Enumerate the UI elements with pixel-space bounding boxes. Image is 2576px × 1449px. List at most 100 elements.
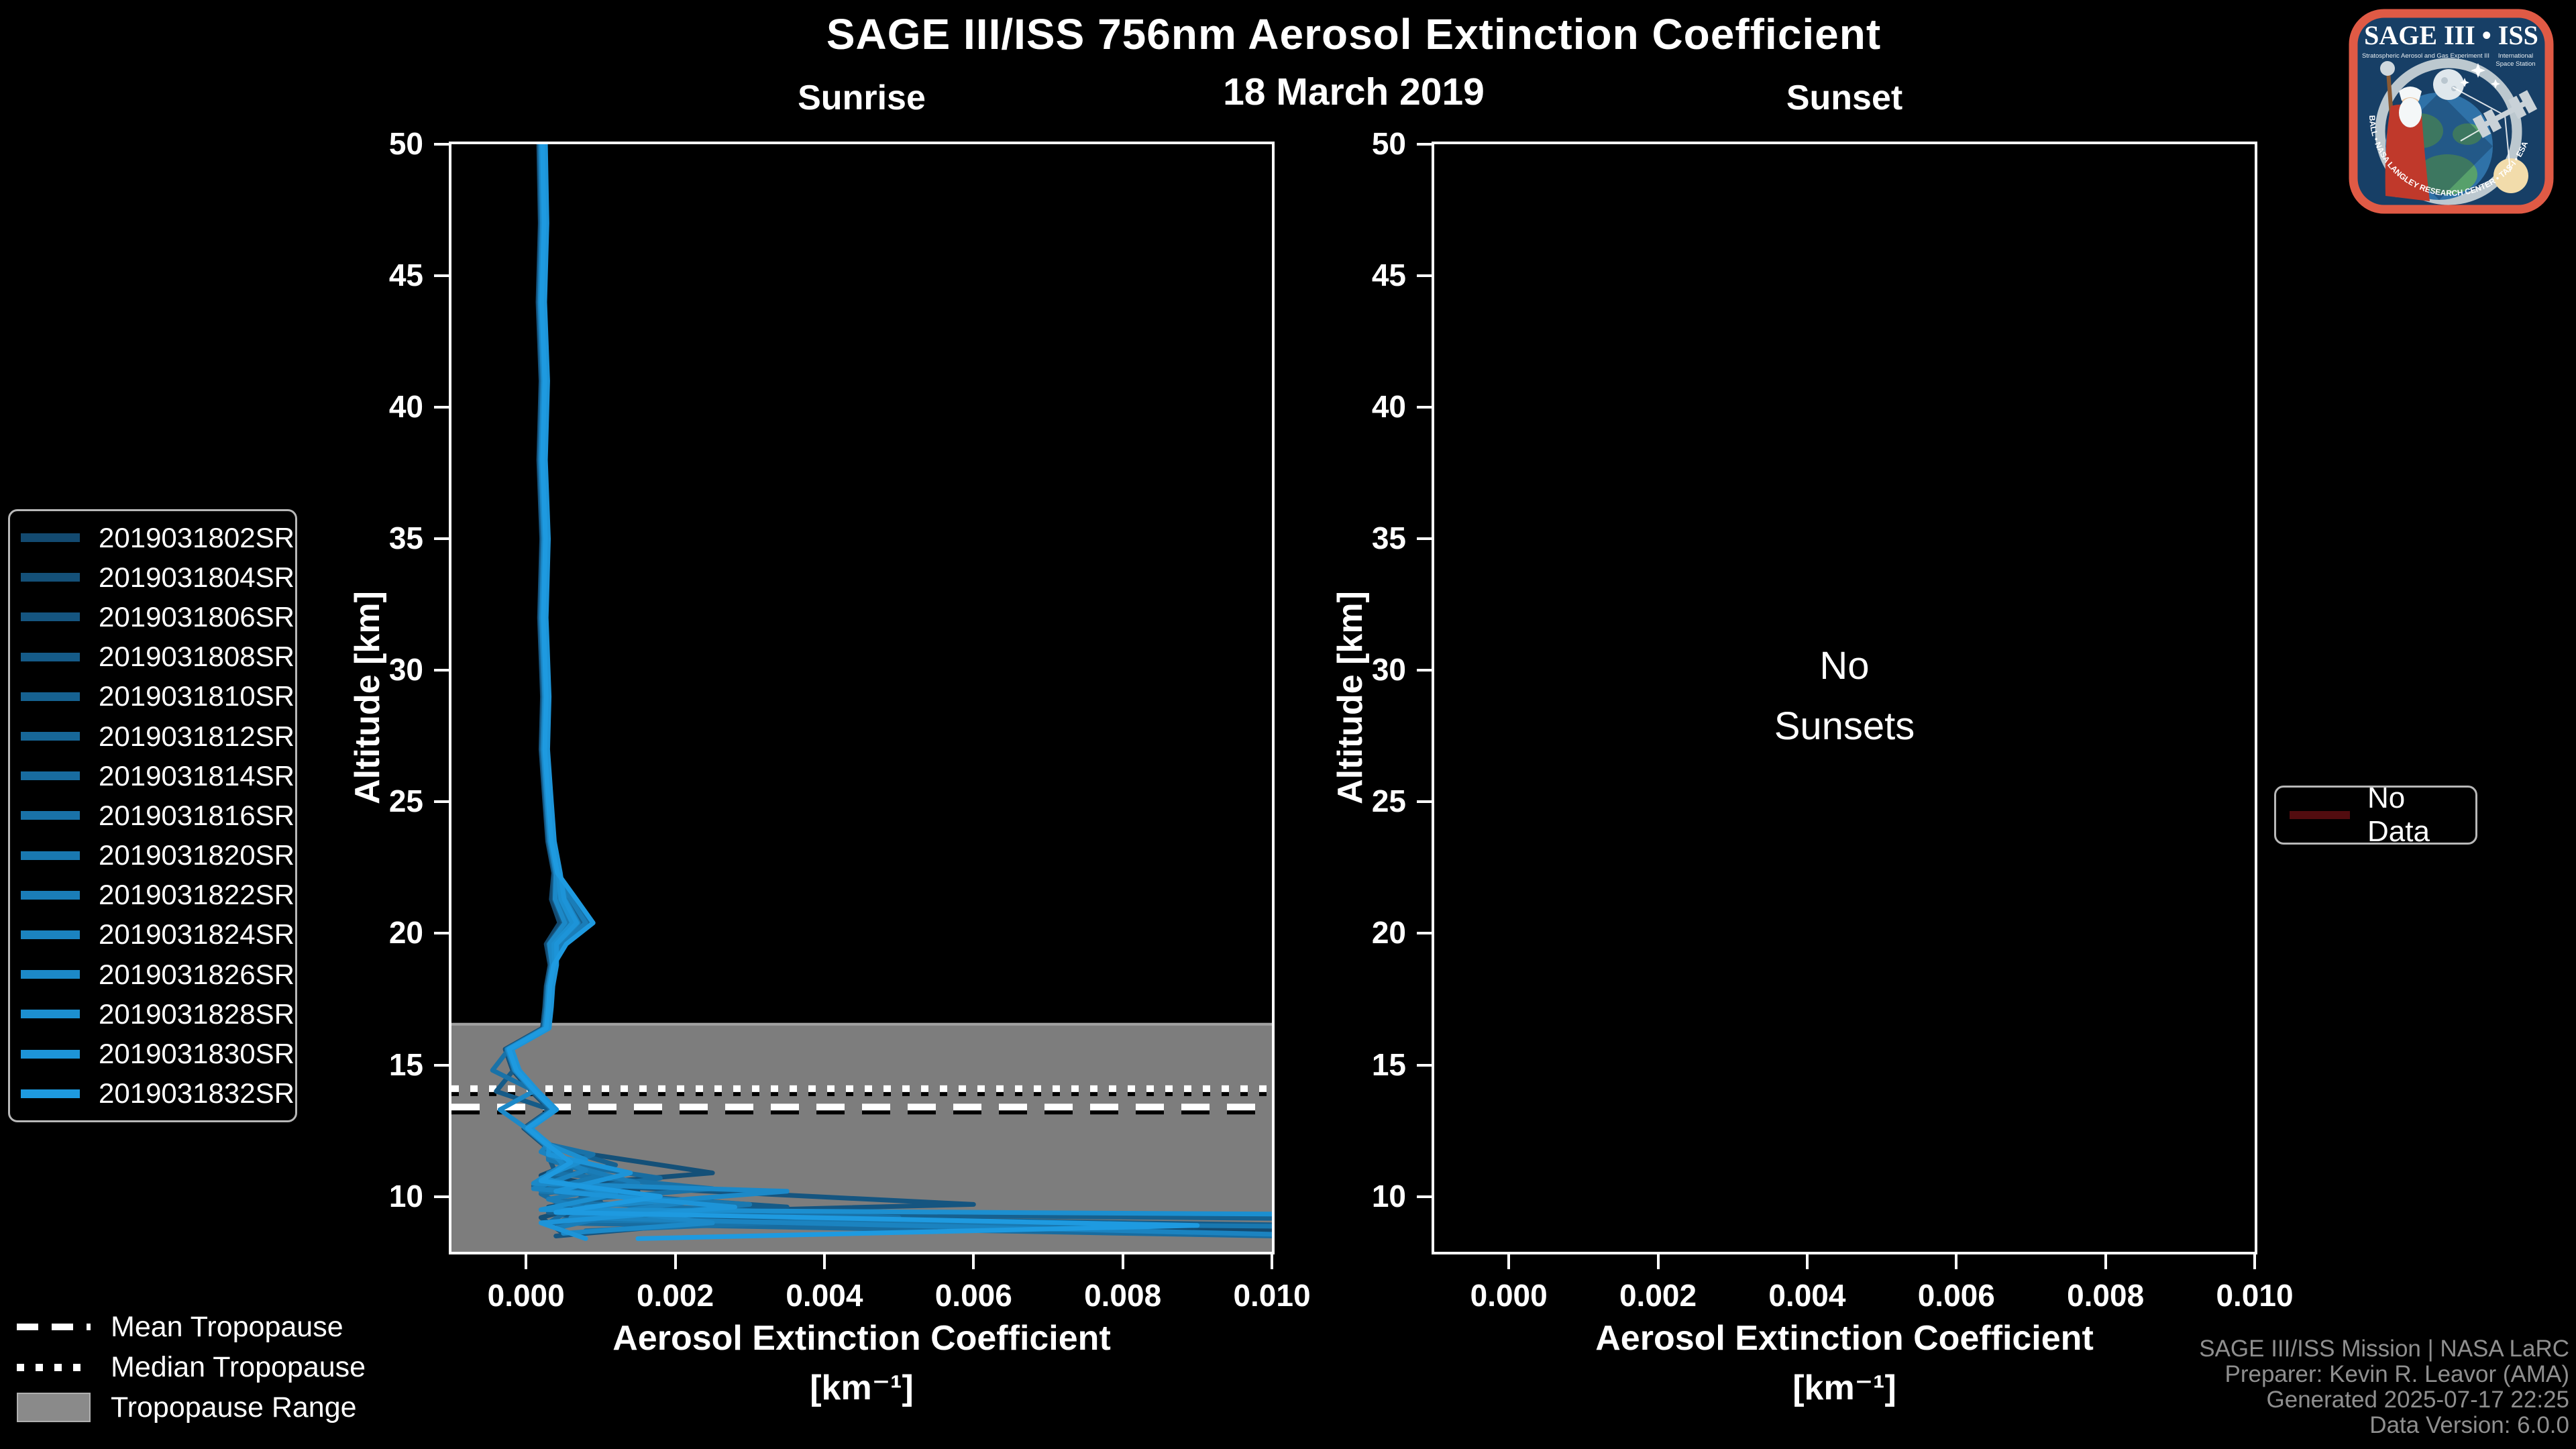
sunset-y-tick-label: 50 bbox=[1371, 126, 1406, 161]
event-legend-item: 2019031832SR bbox=[10, 1077, 295, 1110]
patch-subtitle-left: Stratospheric Aerosol and Gas Experiment… bbox=[2362, 52, 2489, 60]
sunset-y-tick-mark bbox=[1417, 932, 1433, 935]
event-label: 2019031820SR bbox=[99, 839, 294, 871]
sunset-y-tick-label: 40 bbox=[1371, 389, 1406, 425]
event-line-swatch bbox=[21, 573, 80, 582]
sunrise-y-tick-label: 35 bbox=[388, 521, 423, 556]
event-label: 2019031830SR bbox=[99, 1038, 294, 1070]
profile-line-2019031830SR bbox=[509, 144, 737, 1241]
patch-moon-icon bbox=[2433, 69, 2464, 100]
x-axis-label-line1: Aerosol Extinction Coefficient bbox=[1595, 1319, 2094, 1358]
sunrise-y-tick-label: 40 bbox=[388, 389, 423, 425]
event-line-swatch bbox=[21, 811, 80, 820]
sunset-y-tick-mark bbox=[1417, 537, 1433, 541]
sunrise-y-tick-mark bbox=[434, 143, 450, 146]
sunrise-y-tick-label: 45 bbox=[388, 258, 423, 293]
event-legend-item: 2019031816SR bbox=[10, 800, 295, 832]
event-legend: 2019031802SR 2019031804SR 2019031806SR 2019… bbox=[8, 509, 297, 1122]
sunrise-y-tick-label: 25 bbox=[388, 784, 423, 819]
event-label: 2019031812SR bbox=[99, 720, 294, 752]
credit-data-version: Data Version: 6.0.0 bbox=[2369, 1412, 2569, 1438]
sunrise-x-tick-mark bbox=[525, 1254, 528, 1269]
sunset-x-tick-mark bbox=[1805, 1254, 1809, 1269]
sunrise-x-axis-label: Aerosol Extinction Coefficient [km⁻¹] bbox=[451, 1313, 1272, 1413]
no-data-legend: No Data bbox=[2274, 782, 2477, 848]
patch-figure-icon bbox=[2380, 61, 2430, 201]
sunset-y-tick-label: 25 bbox=[1371, 784, 1406, 819]
event-legend-item: 2019031804SR bbox=[10, 561, 295, 594]
sunset-y-tick-mark bbox=[1417, 1063, 1433, 1067]
median-tropopause-legend-item: Median Tropopause bbox=[17, 1347, 366, 1387]
tropopause-range-legend-item: Tropopause Range bbox=[17, 1387, 366, 1428]
sunset-y-tick-mark bbox=[1417, 800, 1433, 804]
event-label: 2019031806SR bbox=[99, 600, 294, 633]
event-legend-item: 2019031830SR bbox=[10, 1038, 295, 1070]
sunset-y-tick-mark bbox=[1417, 1195, 1433, 1198]
sunrise-x-tick-label: 0.010 bbox=[1233, 1278, 1311, 1313]
event-label: 2019031824SR bbox=[99, 918, 294, 951]
patch-subtitle-right2: Space Station bbox=[2496, 60, 2535, 68]
tropopause-range-swatch bbox=[17, 1393, 91, 1422]
event-label: 2019031804SR bbox=[99, 561, 294, 593]
event-label: 2019031814SR bbox=[99, 759, 294, 792]
sunset-y-tick-label: 30 bbox=[1371, 652, 1406, 688]
sunrise-y-tick-label: 10 bbox=[388, 1178, 423, 1214]
sunset-y-tick-mark bbox=[1417, 669, 1433, 672]
figure-title: SAGE III/ISS 756nm Aerosol Extinction Co… bbox=[826, 10, 1882, 58]
sunrise-y-tick-label: 30 bbox=[388, 652, 423, 688]
sunrise-x-tick-label: 0.000 bbox=[487, 1278, 565, 1313]
event-line-swatch bbox=[21, 652, 80, 661]
sunset-y-tick-mark bbox=[1417, 143, 1433, 146]
event-line-swatch bbox=[21, 533, 80, 543]
sunset-y-tick-label: 10 bbox=[1371, 1178, 1406, 1214]
sunrise-x-tick-mark bbox=[972, 1254, 975, 1269]
tropopause-legend: Mean Tropopause Median Tropopause Tropop… bbox=[17, 1307, 366, 1428]
patch-orbit-ring-icon bbox=[2375, 58, 2522, 205]
sunrise-x-tick-label: 0.002 bbox=[636, 1278, 714, 1313]
sunset-y-tick-mark bbox=[1417, 406, 1433, 409]
event-line-swatch bbox=[21, 930, 80, 939]
no-sunsets-annotation: No Sunsets bbox=[1434, 636, 2255, 757]
median-tropopause-dotted-swatch bbox=[17, 1363, 91, 1371]
event-label: 2019031816SR bbox=[99, 799, 294, 831]
sunrise-y-tick-label: 15 bbox=[388, 1046, 423, 1082]
panel-title-sunrise: Sunrise bbox=[798, 78, 926, 117]
sunrise-y-tick-mark bbox=[434, 800, 450, 804]
event-legend-item: 2019031806SR bbox=[10, 601, 295, 633]
sunrise-y-tick-label: 50 bbox=[388, 126, 423, 161]
sunrise-y-tick-mark bbox=[434, 669, 450, 672]
no-data-line-swatch bbox=[2290, 811, 2350, 819]
no-sunsets-line1: No bbox=[1819, 644, 1870, 688]
x-axis-label-units: [km⁻¹] bbox=[810, 1368, 914, 1407]
patch-iss-icon bbox=[2472, 90, 2538, 138]
sunset-x-tick-label: 0.004 bbox=[1768, 1278, 1846, 1313]
mean-tropopause-legend-item: Mean Tropopause bbox=[17, 1307, 366, 1347]
sunset-y-tick-label: 20 bbox=[1371, 915, 1406, 951]
patch-subtitle-right1: International bbox=[2498, 52, 2533, 60]
sunrise-y-tick-mark bbox=[434, 1195, 450, 1198]
sunrise-x-tick-mark bbox=[674, 1254, 677, 1269]
event-legend-item: 2019031826SR bbox=[10, 959, 295, 991]
event-legend-item: 2019031810SR bbox=[10, 680, 295, 712]
sunrise-y-tick-mark bbox=[434, 932, 450, 935]
event-label: 2019031822SR bbox=[99, 879, 294, 911]
no-data-label: No Data bbox=[2367, 782, 2430, 848]
event-line-swatch bbox=[21, 692, 80, 701]
no-sunsets-line2: Sunsets bbox=[1774, 704, 1915, 748]
sunrise-y-tick-label: 20 bbox=[388, 915, 423, 951]
sunrise-x-tick-label: 0.004 bbox=[786, 1278, 863, 1313]
x-axis-label-line1: Aerosol Extinction Coefficient bbox=[612, 1319, 1111, 1358]
event-line-swatch bbox=[21, 890, 80, 900]
credit-preparer: Preparer: Kevin R. Leavor (AMA) bbox=[2224, 1361, 2569, 1387]
credits-block: SAGE III/ISS Mission | NASA LaRC Prepare… bbox=[2199, 1336, 2569, 1438]
credit-mission: SAGE III/ISS Mission | NASA LaRC bbox=[2199, 1336, 2569, 1362]
patch-sun-icon bbox=[2493, 158, 2528, 193]
patch-stars-icon bbox=[2460, 63, 2500, 89]
sunset-x-tick-label: 0.010 bbox=[2216, 1278, 2294, 1313]
event-line-swatch bbox=[21, 1010, 80, 1019]
sunrise-y-tick-mark bbox=[434, 274, 450, 278]
x-axis-label-units: [km⁻¹] bbox=[1792, 1368, 1896, 1407]
event-label: 2019031810SR bbox=[99, 680, 294, 712]
figure-subtitle-date: 18 March 2019 bbox=[1223, 70, 1485, 113]
sunrise-x-tick-label: 0.008 bbox=[1084, 1278, 1162, 1313]
